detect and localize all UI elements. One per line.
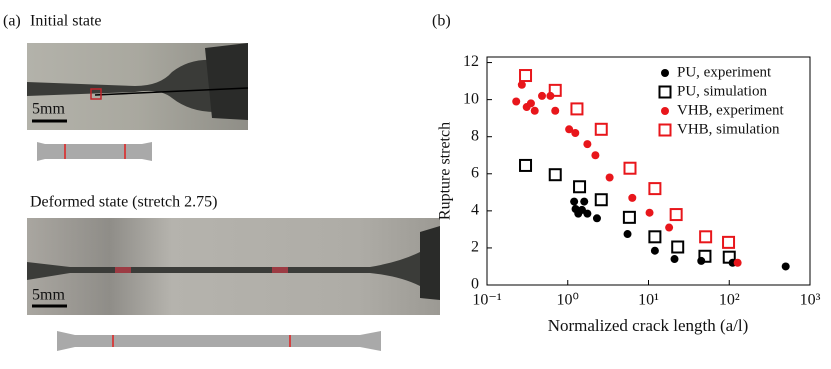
x-tick-label: 10⁻¹: [472, 292, 501, 309]
square-marker: [722, 235, 736, 249]
x-tick-label: 10²: [719, 292, 740, 309]
square-marker: [648, 230, 662, 244]
scale-text: 5mm: [32, 101, 65, 118]
legend-marker: [658, 123, 672, 137]
photo: [27, 218, 440, 315]
dot-marker: [592, 214, 601, 223]
specimen-diagram: [37, 142, 152, 161]
dot-marker: [580, 197, 589, 206]
legend-label: PU, experiment: [677, 64, 772, 80]
dot-marker: [538, 91, 547, 100]
clamp: [420, 226, 440, 300]
dot-marker: [591, 151, 600, 160]
photo-title: Deformed state (stretch 2.75): [30, 194, 217, 211]
dot-marker: [583, 209, 592, 218]
square-marker: [722, 250, 736, 264]
square-marker: [519, 158, 533, 172]
square-marker: [594, 122, 608, 136]
square-marker: [622, 210, 636, 224]
dot-marker: [551, 106, 560, 115]
clamp: [205, 43, 248, 120]
photo-title: Initial state: [30, 13, 102, 30]
y-tick-label: 8: [471, 127, 479, 144]
dot-marker: [665, 223, 674, 232]
square-marker: [573, 180, 587, 194]
y-tick-label: 10: [463, 90, 479, 107]
legend-label: VHB, simulation: [677, 121, 780, 137]
x-tick-label: 10⁰: [557, 292, 579, 309]
dot-marker: [781, 262, 790, 271]
square-marker: [698, 249, 712, 263]
red-mark: [272, 267, 288, 273]
dot-marker: [530, 106, 539, 115]
square-marker: [648, 182, 662, 196]
legend-label: PU, simulation: [677, 83, 768, 99]
square-marker: [570, 102, 584, 116]
dot-marker: [512, 97, 521, 106]
dot-marker: [583, 140, 592, 149]
dot-marker: [645, 208, 654, 217]
square-marker: [623, 161, 637, 175]
y-tick-label: 0: [471, 276, 479, 293]
specimen-photo: [27, 250, 440, 288]
dot-marker: [733, 258, 742, 267]
dot-marker: [650, 246, 659, 255]
dot-marker: [571, 129, 580, 137]
square-marker: [594, 193, 608, 207]
dot-marker: [565, 125, 574, 134]
square-marker: [548, 83, 562, 97]
y-tick-label: 2: [471, 239, 479, 256]
legend-marker: [661, 107, 669, 115]
legend-marker: [658, 85, 672, 99]
x-axis-label: Normalized crack length (a/l): [548, 316, 749, 335]
legend-marker: [661, 69, 669, 77]
x-tick-label: 10³: [800, 292, 821, 309]
dot-marker: [570, 197, 579, 206]
square-marker: [671, 240, 685, 254]
y-tick-label: 6: [471, 164, 479, 181]
square-marker: [519, 69, 533, 83]
panel-label: (a): [3, 13, 21, 30]
specimen-photo: [27, 58, 248, 112]
dot-marker: [670, 255, 679, 264]
y-axis-label: Rupture stretch: [437, 122, 454, 220]
dot-marker: [526, 99, 535, 108]
y-tick-label: 4: [471, 202, 479, 219]
panel-a: (a) Initial state 5mm Deformed state (st…: [3, 13, 440, 351]
chart: (b) Rupture stretch Normalized crack len…: [432, 13, 821, 335]
dot-marker: [623, 230, 632, 239]
dot-marker: [628, 193, 637, 202]
scale-text: 5mm: [32, 287, 65, 304]
square-marker: [669, 208, 683, 222]
x-tick-label: 10¹: [638, 292, 659, 309]
dot-marker: [605, 173, 614, 182]
red-mark: [115, 267, 131, 273]
square-marker: [548, 168, 562, 182]
panel-label: (b): [432, 13, 451, 30]
dot-marker: [517, 80, 526, 89]
region-marker: [90, 88, 102, 100]
y-tick-label: 12: [463, 53, 479, 70]
square-marker: [699, 230, 713, 244]
crack-line: [94, 87, 249, 96]
specimen-diagram: [57, 331, 381, 351]
legend-label: VHB, experiment: [677, 102, 784, 118]
